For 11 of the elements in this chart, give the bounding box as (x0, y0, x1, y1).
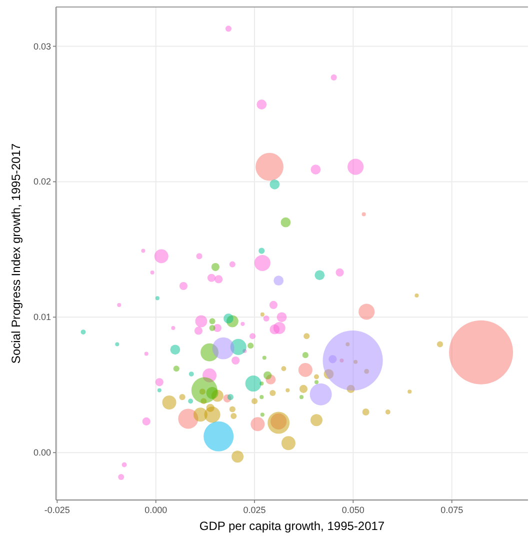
x-tick-label: 0.025 (243, 505, 266, 515)
x-tick-label: -0.025 (44, 505, 70, 515)
y-tick-label: 0.02 (33, 176, 51, 187)
y-axis-title: Social Progress Index growth, 1995-2017 (9, 143, 23, 364)
x-tick-label: 0.000 (144, 505, 168, 515)
x-tick-label: 0.050 (342, 505, 364, 515)
x-tick-label: 0.075 (440, 505, 464, 515)
y-tick-label: 0.00 (33, 448, 51, 458)
x-axis-title: GDP per capita growth, 1995-2017 (199, 519, 385, 533)
y-tick-label: 0.03 (33, 41, 51, 52)
y-tick-label: 0.01 (33, 312, 51, 322)
